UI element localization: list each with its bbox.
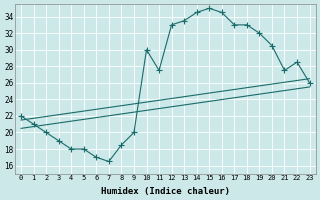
X-axis label: Humidex (Indice chaleur): Humidex (Indice chaleur) <box>101 187 230 196</box>
